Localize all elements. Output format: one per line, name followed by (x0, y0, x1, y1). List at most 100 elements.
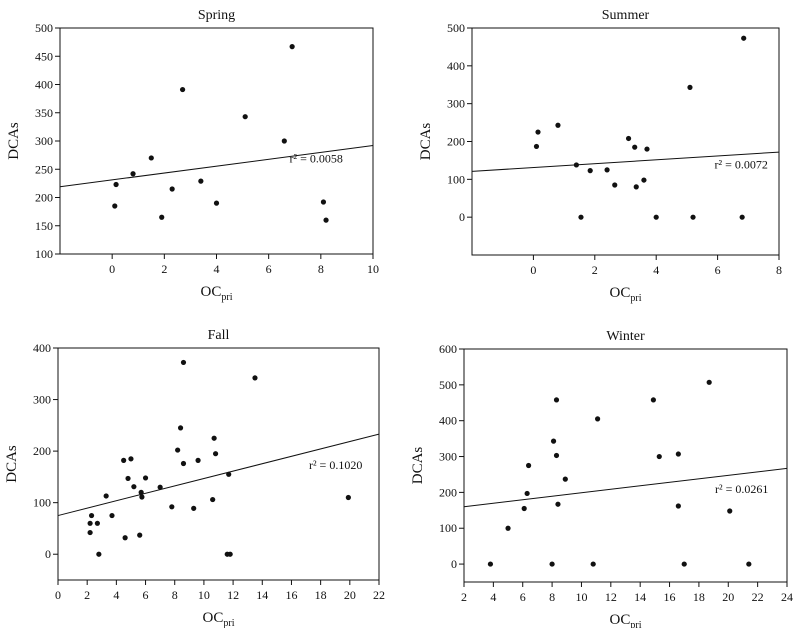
winter-data-point (524, 490, 530, 497)
fall-data-point (122, 535, 128, 541)
fall-x-axis-label-main: OC (203, 610, 224, 626)
fall-data-point (212, 451, 219, 457)
winter-data-point (526, 462, 532, 469)
summer-r2-annotation: r² = 0.0072 (715, 158, 768, 172)
spring-x-tick-label: 2 (161, 262, 167, 276)
winter-trend-line (463, 467, 788, 508)
fall-r2-annotation: r² = 0.1020 (309, 458, 362, 472)
spring-x-tick-label: 4 (214, 262, 220, 276)
fall-data-point (175, 447, 181, 453)
winter-data-point (727, 508, 733, 514)
winter-x-axis-label-sub: pri (630, 620, 641, 628)
spring-y-tick-label: 100 (35, 247, 53, 261)
winter-y-axis-label: DCAs (410, 447, 426, 485)
spring-y-tick-label: 500 (35, 21, 53, 35)
fall-y-tick-label: 0 (45, 547, 51, 561)
summer-data-point (690, 214, 696, 220)
fall-data-point (142, 475, 149, 481)
fall-data-point (345, 494, 351, 501)
fall-data-point (210, 496, 216, 503)
spring-x-tick-label: 8 (318, 262, 324, 276)
fall-data-point (211, 435, 217, 441)
spring-trend-line (59, 145, 374, 188)
spring-x-axis-label-main: OC (201, 284, 222, 300)
fall-data-point (157, 484, 163, 490)
winter-data-point (549, 561, 555, 567)
summer-y-tick-label: 0 (459, 210, 465, 224)
summer-x-axis-label-main: OC (610, 285, 631, 301)
summer-data-point (587, 168, 593, 174)
winter-data-point (553, 397, 560, 403)
spring-data-point (198, 178, 204, 184)
winter-x-tick-label: 8 (549, 590, 555, 604)
winter-y-tick-label: 100 (439, 521, 457, 535)
spring-x-axis-label-sub: pri (221, 292, 232, 303)
spring-y-tick-label: 400 (35, 78, 53, 92)
fall-data-point (128, 456, 134, 462)
summer-y-tick-label: 400 (447, 59, 465, 73)
spring-data-point (289, 44, 295, 50)
summer-data-point (641, 177, 647, 183)
summer-plot-frame (471, 27, 780, 256)
fall-data-point (180, 460, 187, 467)
spring-data-point (112, 203, 118, 209)
spring-data-point (130, 171, 136, 177)
summer-data-point (535, 129, 541, 135)
summer-data-point (555, 122, 561, 128)
spring-data-point (323, 217, 329, 223)
fall-data-point (191, 505, 197, 511)
fall-data-point (103, 493, 109, 499)
summer-data-point (739, 214, 745, 220)
spring-data-point (242, 114, 248, 120)
winter-x-tick-label: 14 (634, 590, 646, 604)
winter-data-point (656, 453, 662, 460)
fall-data-point (227, 551, 233, 557)
winter-x-tick-label: 10 (575, 590, 587, 604)
summer-data-point (625, 135, 632, 142)
winter-x-tick-label: 22 (752, 590, 764, 604)
fall-x-tick-label: 22 (373, 588, 385, 602)
spring-x-axis-label: OCpri (201, 284, 233, 303)
fall-x-tick-label: 16 (285, 588, 297, 602)
spring-chart-title: Spring (198, 8, 235, 23)
summer-data-point (604, 167, 610, 173)
fall-x-tick-label: 14 (256, 588, 268, 602)
fall-data-point (180, 359, 187, 366)
winter-data-point (562, 476, 568, 482)
fall-data-point (195, 457, 201, 463)
winter-data-point (650, 397, 656, 403)
summer-data-point (578, 214, 584, 220)
fall-x-tick-label: 20 (344, 588, 356, 602)
summer-data-point (533, 143, 540, 150)
winter-data-point (555, 501, 561, 507)
winter-chart-title: Winter (606, 329, 645, 344)
spring-x-tick-label: 6 (266, 262, 272, 276)
winter-data-point (706, 379, 712, 385)
summer-y-tick-label: 100 (447, 172, 465, 186)
fall-x-tick-label: 10 (198, 588, 210, 602)
summer-chart-title: Summer (602, 8, 650, 23)
summer-data-point (741, 35, 747, 41)
summer-data-point (612, 182, 618, 188)
summer-y-tick-label: 200 (447, 135, 465, 149)
winter-x-axis-label: OCpri (610, 612, 642, 628)
fall-chart: Fall 0 2 4 6 8 10 12 14 16 18 20 22 0 100 200 300 400 OCpr… (4, 328, 385, 628)
spring-x-tick-label: 10 (367, 262, 379, 276)
fall-data-point (131, 484, 137, 490)
summer-data-point (653, 214, 659, 220)
fall-x-tick-label: 0 (55, 588, 61, 602)
spring-y-axis-label: DCAs (6, 122, 22, 160)
fall-y-tick-label: 300 (33, 393, 51, 407)
fall-data-point (252, 375, 258, 381)
spring-data-point (281, 138, 287, 144)
fall-x-tick-label: 4 (113, 588, 119, 602)
winter-data-point (746, 561, 752, 567)
fall-data-point (139, 494, 145, 500)
winter-x-tick-label: 12 (605, 590, 617, 604)
winter-y-tick-label: 600 (439, 342, 457, 356)
winter-data-point (675, 451, 681, 457)
winter-y-tick-label: 200 (439, 485, 457, 499)
winter-x-tick-label: 24 (781, 590, 793, 604)
